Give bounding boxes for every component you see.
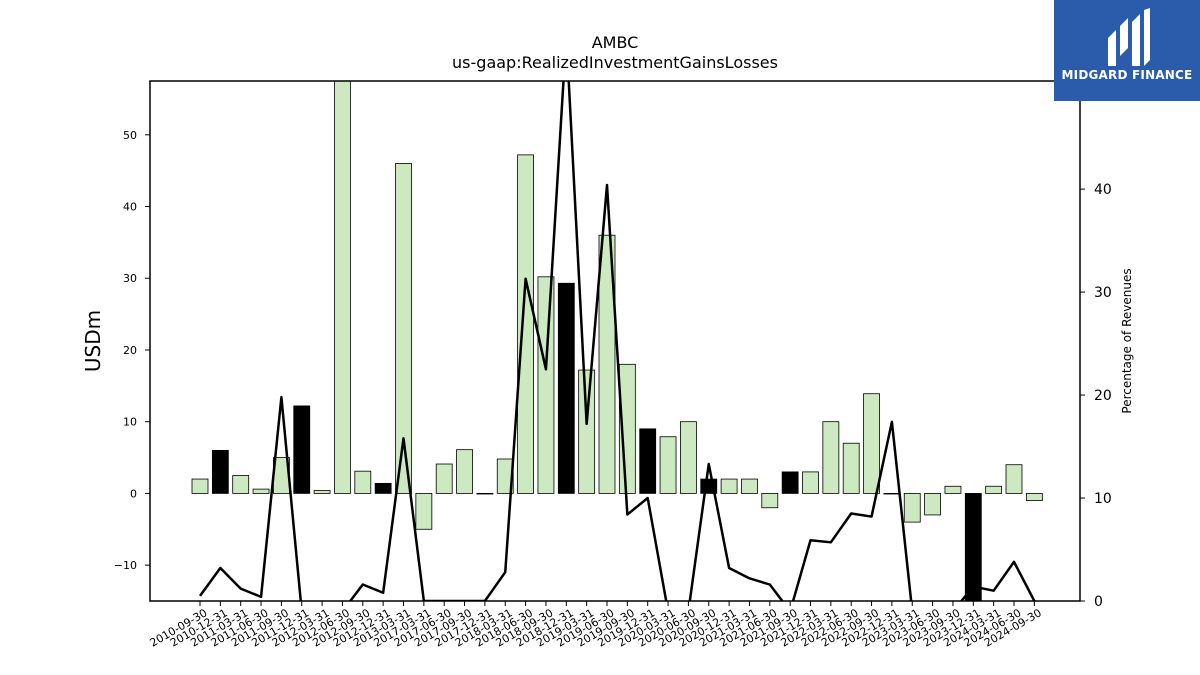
y-axis-label: USDm — [81, 310, 105, 372]
y2-axis-label: Percentage of Revenues — [1120, 268, 1134, 413]
line-segment — [348, 81, 1036, 601]
chart-title: AMBC — [592, 33, 639, 52]
bar — [354, 470, 372, 494]
bar — [964, 493, 982, 601]
bar — [578, 369, 596, 494]
bar — [761, 493, 779, 509]
y-tick-label: 20 — [123, 344, 137, 357]
bar — [435, 463, 453, 494]
bar — [395, 163, 412, 494]
bar — [252, 488, 270, 494]
bar — [781, 471, 799, 494]
chart-subtitle: us-gaap:RealizedInvestmentGainsLosses — [452, 53, 778, 72]
bar — [741, 478, 758, 494]
bar — [598, 234, 616, 494]
y-tick-label: −10 — [114, 559, 137, 572]
bar — [863, 393, 880, 494]
bar — [1005, 464, 1023, 494]
axes — [149, 80, 1081, 602]
bar — [944, 485, 962, 494]
bar — [476, 493, 494, 495]
y-tick-label: 50 — [123, 129, 137, 142]
logo-text: MIDGARD FINANCE — [1061, 68, 1193, 82]
bar — [903, 493, 921, 523]
y-tick-label: 0 — [130, 487, 137, 500]
bar — [985, 485, 1003, 494]
bar — [334, 81, 351, 494]
bar — [374, 482, 392, 494]
bar — [842, 442, 860, 494]
bar — [496, 458, 514, 494]
bar — [456, 449, 473, 494]
y2-tick-label: 20 — [1094, 388, 1112, 404]
bar — [211, 449, 229, 494]
bar — [680, 421, 697, 494]
bar — [659, 436, 677, 494]
y-tick-label: 30 — [123, 272, 137, 285]
bar — [517, 154, 534, 494]
y2-tick-label: 0 — [1094, 594, 1103, 610]
y2-tick-label: 30 — [1094, 285, 1112, 301]
y2-tick-label: 40 — [1094, 182, 1112, 198]
bar — [537, 276, 555, 494]
logo: MIDGARD FINANCE — [1054, 0, 1200, 101]
bar — [415, 493, 433, 530]
logo-mark-icon — [1108, 8, 1150, 66]
line-segment — [198, 395, 303, 601]
bar — [802, 471, 819, 494]
y-tick-label: 40 — [123, 201, 137, 214]
bar — [924, 493, 941, 516]
plot-frame — [149, 80, 1081, 602]
y2-tick-label: 10 — [1094, 491, 1112, 507]
bar — [232, 475, 250, 494]
bar — [293, 405, 311, 494]
ticks: −1001020304050010203040502010-09-302010-… — [114, 79, 1112, 649]
bar — [313, 490, 331, 494]
bar — [191, 478, 209, 494]
bar — [720, 478, 738, 494]
bar — [1025, 493, 1043, 501]
bar — [557, 282, 575, 494]
bar — [822, 421, 840, 494]
line-series — [198, 81, 1036, 601]
bar — [883, 493, 901, 495]
bar-series — [191, 81, 1043, 601]
bar — [639, 428, 657, 494]
y-tick-label: 10 — [123, 416, 137, 429]
